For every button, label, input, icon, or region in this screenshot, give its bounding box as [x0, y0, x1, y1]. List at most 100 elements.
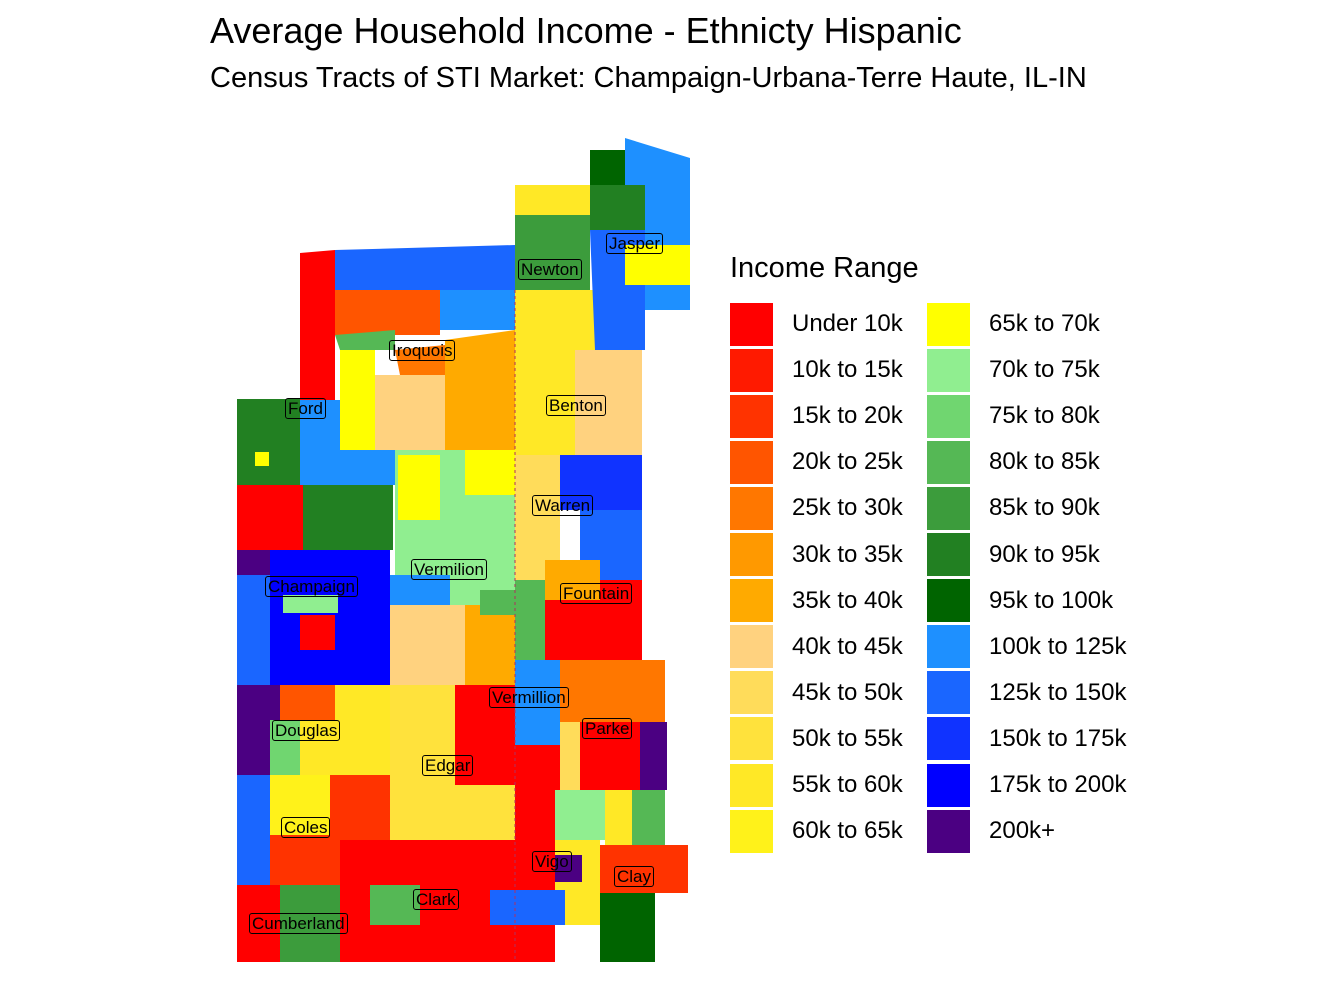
legend-swatch	[927, 302, 970, 346]
tract	[625, 138, 690, 245]
tract	[600, 893, 655, 962]
legend-label: 200k+	[989, 817, 1056, 845]
legend-swatch	[927, 533, 970, 576]
county-label-clay: Clay	[614, 866, 655, 887]
legend-item: 45k to 50k	[730, 671, 903, 715]
tract	[335, 290, 440, 335]
legend-item: Under 10k	[730, 302, 903, 346]
county-label-vigo: Vigo	[532, 851, 572, 872]
legend-item: 125k to 150k	[927, 671, 1126, 715]
legend-swatch	[927, 717, 970, 761]
legend-swatch	[730, 625, 773, 669]
tract	[270, 720, 300, 775]
tract	[560, 455, 642, 510]
tract	[370, 885, 420, 925]
county-label-clark: Clark	[413, 889, 459, 910]
legend-label: 125k to 150k	[989, 678, 1127, 706]
county-label-vermilion: Vermilion	[411, 559, 487, 580]
tract	[300, 400, 340, 485]
legend-item: 15k to 20k	[730, 394, 903, 438]
tract	[335, 245, 515, 290]
tract	[515, 290, 595, 350]
county-label-fountain: Fountain	[560, 583, 633, 604]
county-label-parke: Parke	[582, 718, 633, 739]
legend-title: Income Range	[730, 252, 919, 284]
county-label-edgar: Edgar	[422, 755, 474, 776]
county-label-cumberland: Cumberland	[249, 913, 348, 934]
county-label-ford: Ford	[285, 398, 326, 419]
tract	[515, 580, 545, 660]
tract	[605, 790, 632, 845]
county-label-champaign: Champaign	[265, 576, 358, 597]
county-label-newton: Newton	[518, 259, 582, 280]
legend-swatch	[730, 809, 773, 853]
legend-swatch	[730, 486, 773, 530]
tract	[237, 685, 280, 775]
tract	[545, 560, 600, 600]
legend-label: 70k to 75k	[989, 356, 1100, 384]
legend-swatch	[730, 763, 773, 807]
tract	[330, 775, 390, 840]
tract	[632, 790, 665, 845]
legend-item: 10k to 15k	[730, 348, 903, 392]
tract	[515, 215, 590, 290]
tract	[237, 550, 270, 575]
tract	[300, 720, 390, 775]
legend-label: 60k to 65k	[792, 817, 903, 845]
legend-label: 75k to 80k	[989, 402, 1100, 430]
tract	[590, 150, 625, 185]
county-label-vermillion: Vermillion	[489, 687, 569, 708]
legend-item: 50k to 55k	[730, 717, 903, 761]
legend-swatch	[927, 763, 970, 807]
map-subtitle: Census Tracts of STI Market: Champaign-U…	[210, 62, 1087, 94]
legend-swatch	[927, 486, 970, 530]
tract	[335, 330, 395, 350]
tract	[515, 745, 560, 840]
county-label-iroquois: Iroquois	[389, 340, 456, 361]
tract	[490, 890, 565, 925]
tract	[237, 885, 280, 962]
tract-layer	[237, 138, 690, 962]
legend-swatch	[730, 717, 773, 761]
tract	[270, 775, 330, 835]
tract	[237, 775, 270, 885]
tract	[580, 722, 640, 790]
legend-item: 25k to 30k	[730, 486, 903, 530]
tract	[303, 485, 393, 550]
legend-swatch	[927, 348, 970, 392]
legend-swatch	[730, 302, 773, 346]
tract	[283, 595, 338, 613]
tract	[515, 660, 560, 745]
legend-label: 40k to 45k	[792, 632, 903, 660]
tract	[600, 845, 688, 893]
tract	[440, 290, 515, 330]
legend-item: 65k to 70k	[927, 302, 1100, 346]
legend-label: 35k to 40k	[792, 586, 903, 614]
county-label-benton: Benton	[546, 395, 606, 416]
legend-item: 40k to 45k	[730, 625, 903, 669]
legend-item: 175k to 200k	[927, 763, 1126, 807]
legend-label: 25k to 30k	[792, 494, 903, 522]
legend-item: 35k to 40k	[730, 579, 903, 623]
legend-swatch	[730, 671, 773, 715]
county-label-coles: Coles	[281, 817, 331, 838]
map-title: Average Household Income - Ethnicty Hisp…	[210, 10, 962, 51]
tract	[300, 615, 335, 650]
tract	[590, 185, 645, 230]
legend-label: 150k to 175k	[989, 724, 1127, 752]
legend-label: 175k to 200k	[989, 771, 1127, 798]
county-label-warren: Warren	[532, 495, 594, 516]
legend-item: 55k to 60k	[730, 763, 903, 807]
tract	[390, 605, 465, 685]
tract	[280, 685, 335, 720]
legend-item: 75k to 80k	[927, 394, 1100, 438]
legend-item: 95k to 100k	[927, 579, 1113, 623]
tract	[340, 450, 395, 485]
tract	[445, 330, 515, 450]
legend-label: 95k to 100k	[989, 586, 1114, 614]
county-label-douglas: Douglas	[272, 720, 341, 741]
legend-label: 100k to 125k	[989, 632, 1127, 660]
tract	[560, 700, 580, 790]
tract	[455, 785, 515, 840]
legend-label: Under 10k	[792, 310, 903, 337]
